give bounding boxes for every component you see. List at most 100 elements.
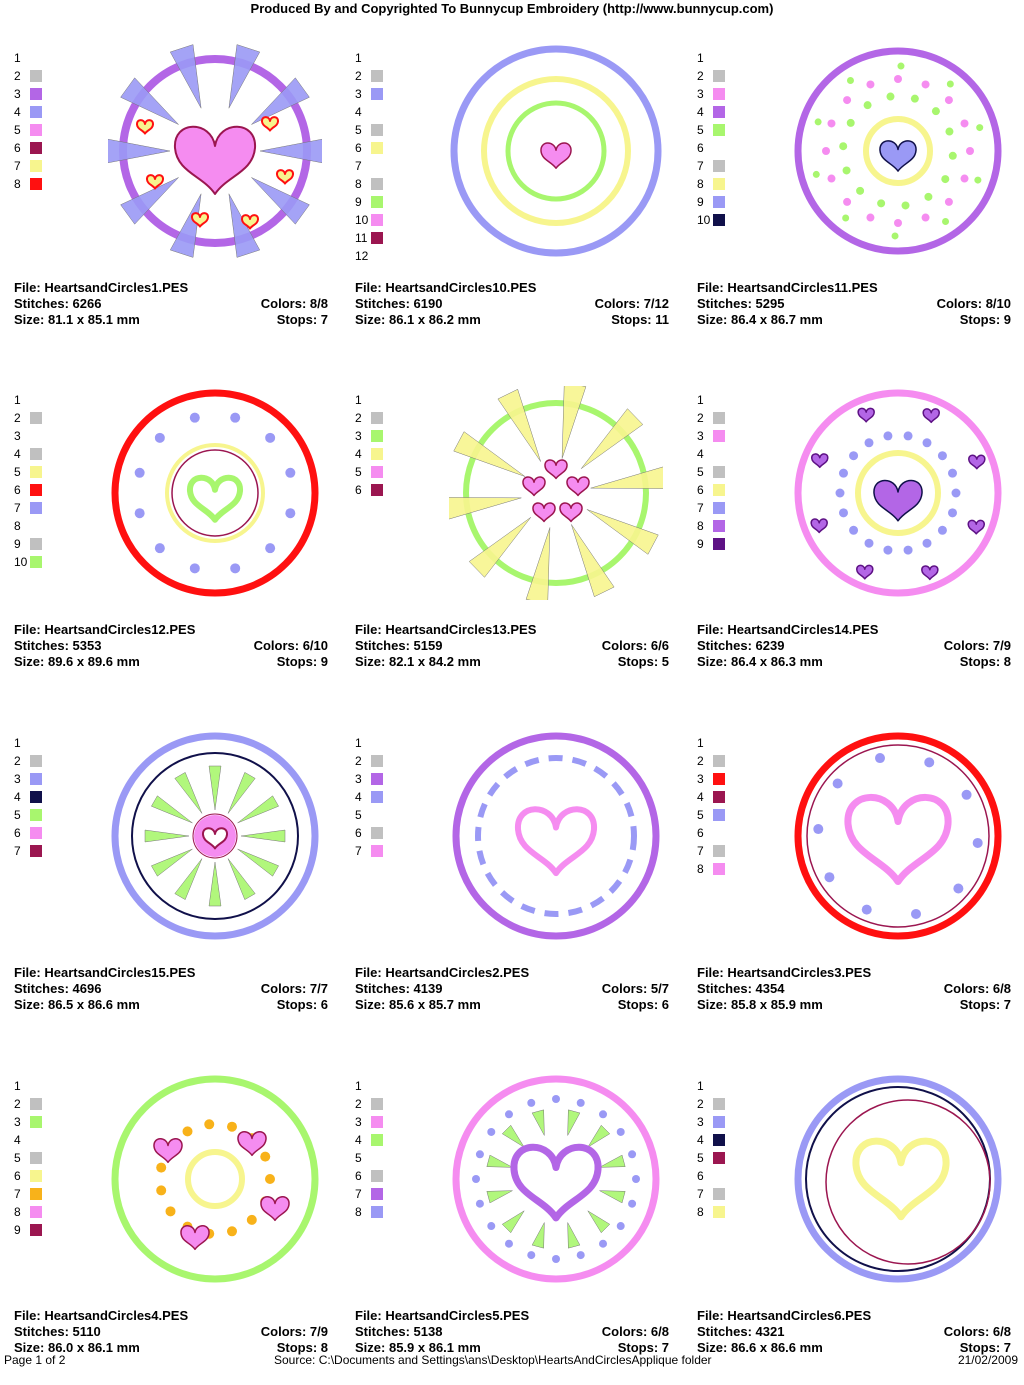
color-swatch-row: 8 [14,1203,42,1221]
file-label: File: [697,622,728,637]
swatch-color-box [713,1134,725,1146]
swatch-number: 6 [14,826,21,840]
swatch-color-box [30,178,42,190]
color-swatch-row: 9 [697,193,725,211]
stops-label: Stops: [611,312,656,327]
swatch-number: 8 [697,177,704,191]
swatch-number: 10 [14,555,28,569]
swatch-color-box [713,178,725,190]
swatch-color-box [713,70,725,82]
color-swatch-row: 2 [14,409,42,427]
size-row: Size: 81.1 x 85.1 mm Stops: 7 [14,312,328,328]
swatch-color-box [371,755,383,767]
swatch-number: 5 [14,808,21,822]
swatch-number: 5 [697,808,704,822]
swatch-color-box [713,1152,725,1164]
size-row: Size: 82.1 x 84.2 mm Stops: 5 [355,654,669,670]
color-swatch-row: 5 [355,463,383,481]
color-swatch-row: 4 [697,103,725,121]
dot [527,1098,536,1107]
color-swatch-row: 3 [355,85,383,103]
ray [501,1124,525,1148]
swatch-color-box [713,827,725,839]
color-swatch-row: 8 [14,517,42,535]
color-swatch-row: 5 [14,806,42,824]
swatch-number: 5 [697,1151,704,1165]
color-swatch-row: 3 [697,85,725,103]
swatch-color-box [30,1080,42,1092]
swatch-color-box [713,1098,725,1110]
dot [953,883,964,894]
dot [838,468,848,478]
size-row: Size: 89.6 x 89.6 mm Stops: 9 [14,654,328,670]
dot [156,1162,167,1173]
dot [948,468,958,478]
size-label: Size: [14,1340,48,1355]
spike [525,527,551,600]
colors-value: 8/8 [309,296,328,311]
swatch-number: 3 [355,87,362,101]
swatch-number: 6 [14,483,21,497]
stops-value: 7 [661,1340,669,1355]
swatch-number: 8 [697,519,704,533]
color-swatch-row: 7 [697,842,725,860]
dot [942,217,950,225]
color-swatch-row: 7 [355,157,383,175]
dot [813,824,824,835]
outer-ring [794,732,1002,940]
ray [174,772,203,814]
color-swatch-row: 7 [355,842,383,860]
ray [599,1190,626,1204]
swatch-number: 8 [355,1205,362,1219]
stitches-value: 6266 [72,296,102,311]
design-info: File: HeartsandCircles5.PES Stitches: 51… [355,1308,669,1356]
embroidery-design-preview [452,1075,660,1283]
file-row: File: HeartsandCircles1.PES [14,280,328,296]
small-heart [810,518,828,534]
dot [134,508,145,519]
color-swatch-row: 1 [697,49,725,67]
design-info: File: HeartsandCircles12.PES Stitches: 5… [14,622,328,670]
outer-ring [463,400,649,586]
spike [120,77,179,125]
color-swatch-list: 1 2 3 4 5 6 7 8 [14,49,42,193]
swatch-color-box [30,124,42,136]
swatch-color-box [30,142,42,154]
dot [945,127,954,136]
colors-label: Colors: [260,1324,310,1339]
embroidery-design-preview [111,732,319,940]
dot [861,904,872,915]
swatch-number: 7 [355,1187,362,1201]
swatch-color-box [713,1116,725,1128]
dot [960,174,969,183]
color-swatch-row: 1 [14,1077,42,1095]
dot [972,837,983,848]
swatch-number: 9 [697,195,704,209]
colors: Colors: 7/7 [261,981,328,997]
swatch-number: 1 [697,736,704,750]
swatch-number: 4 [355,1133,362,1147]
color-swatch-row: 3 [355,427,383,445]
size: Size: 85.8 x 85.9 mm [697,997,823,1013]
stitches: Stitches: 6266 [14,296,101,312]
swatch-color-box [713,1206,725,1218]
color-swatch-row: 5 [697,806,725,824]
small-heart [922,408,940,424]
dot [922,538,932,548]
small-heart [559,502,583,523]
size-value: 82.1 x 84.2 mm [388,654,481,669]
stitches-row: Stitches: 4139 Colors: 5/7 [355,981,669,997]
size-row: Size: 86.5 x 86.6 mm Stops: 6 [14,997,328,1013]
color-swatch-row: 7 [14,499,42,517]
swatch-color-box [713,773,725,785]
swatch-number: 4 [697,1133,704,1147]
stitches: Stitches: 5353 [14,638,101,654]
size-label: Size: [355,312,389,327]
stops: Stops: 6 [277,997,328,1013]
design-info: File: HeartsandCircles13.PES Stitches: 5… [355,622,669,670]
dot [832,778,843,789]
dot [891,232,899,240]
swatch-number: 4 [355,105,362,119]
swatch-color-box [371,250,383,262]
center-ring [855,450,941,536]
